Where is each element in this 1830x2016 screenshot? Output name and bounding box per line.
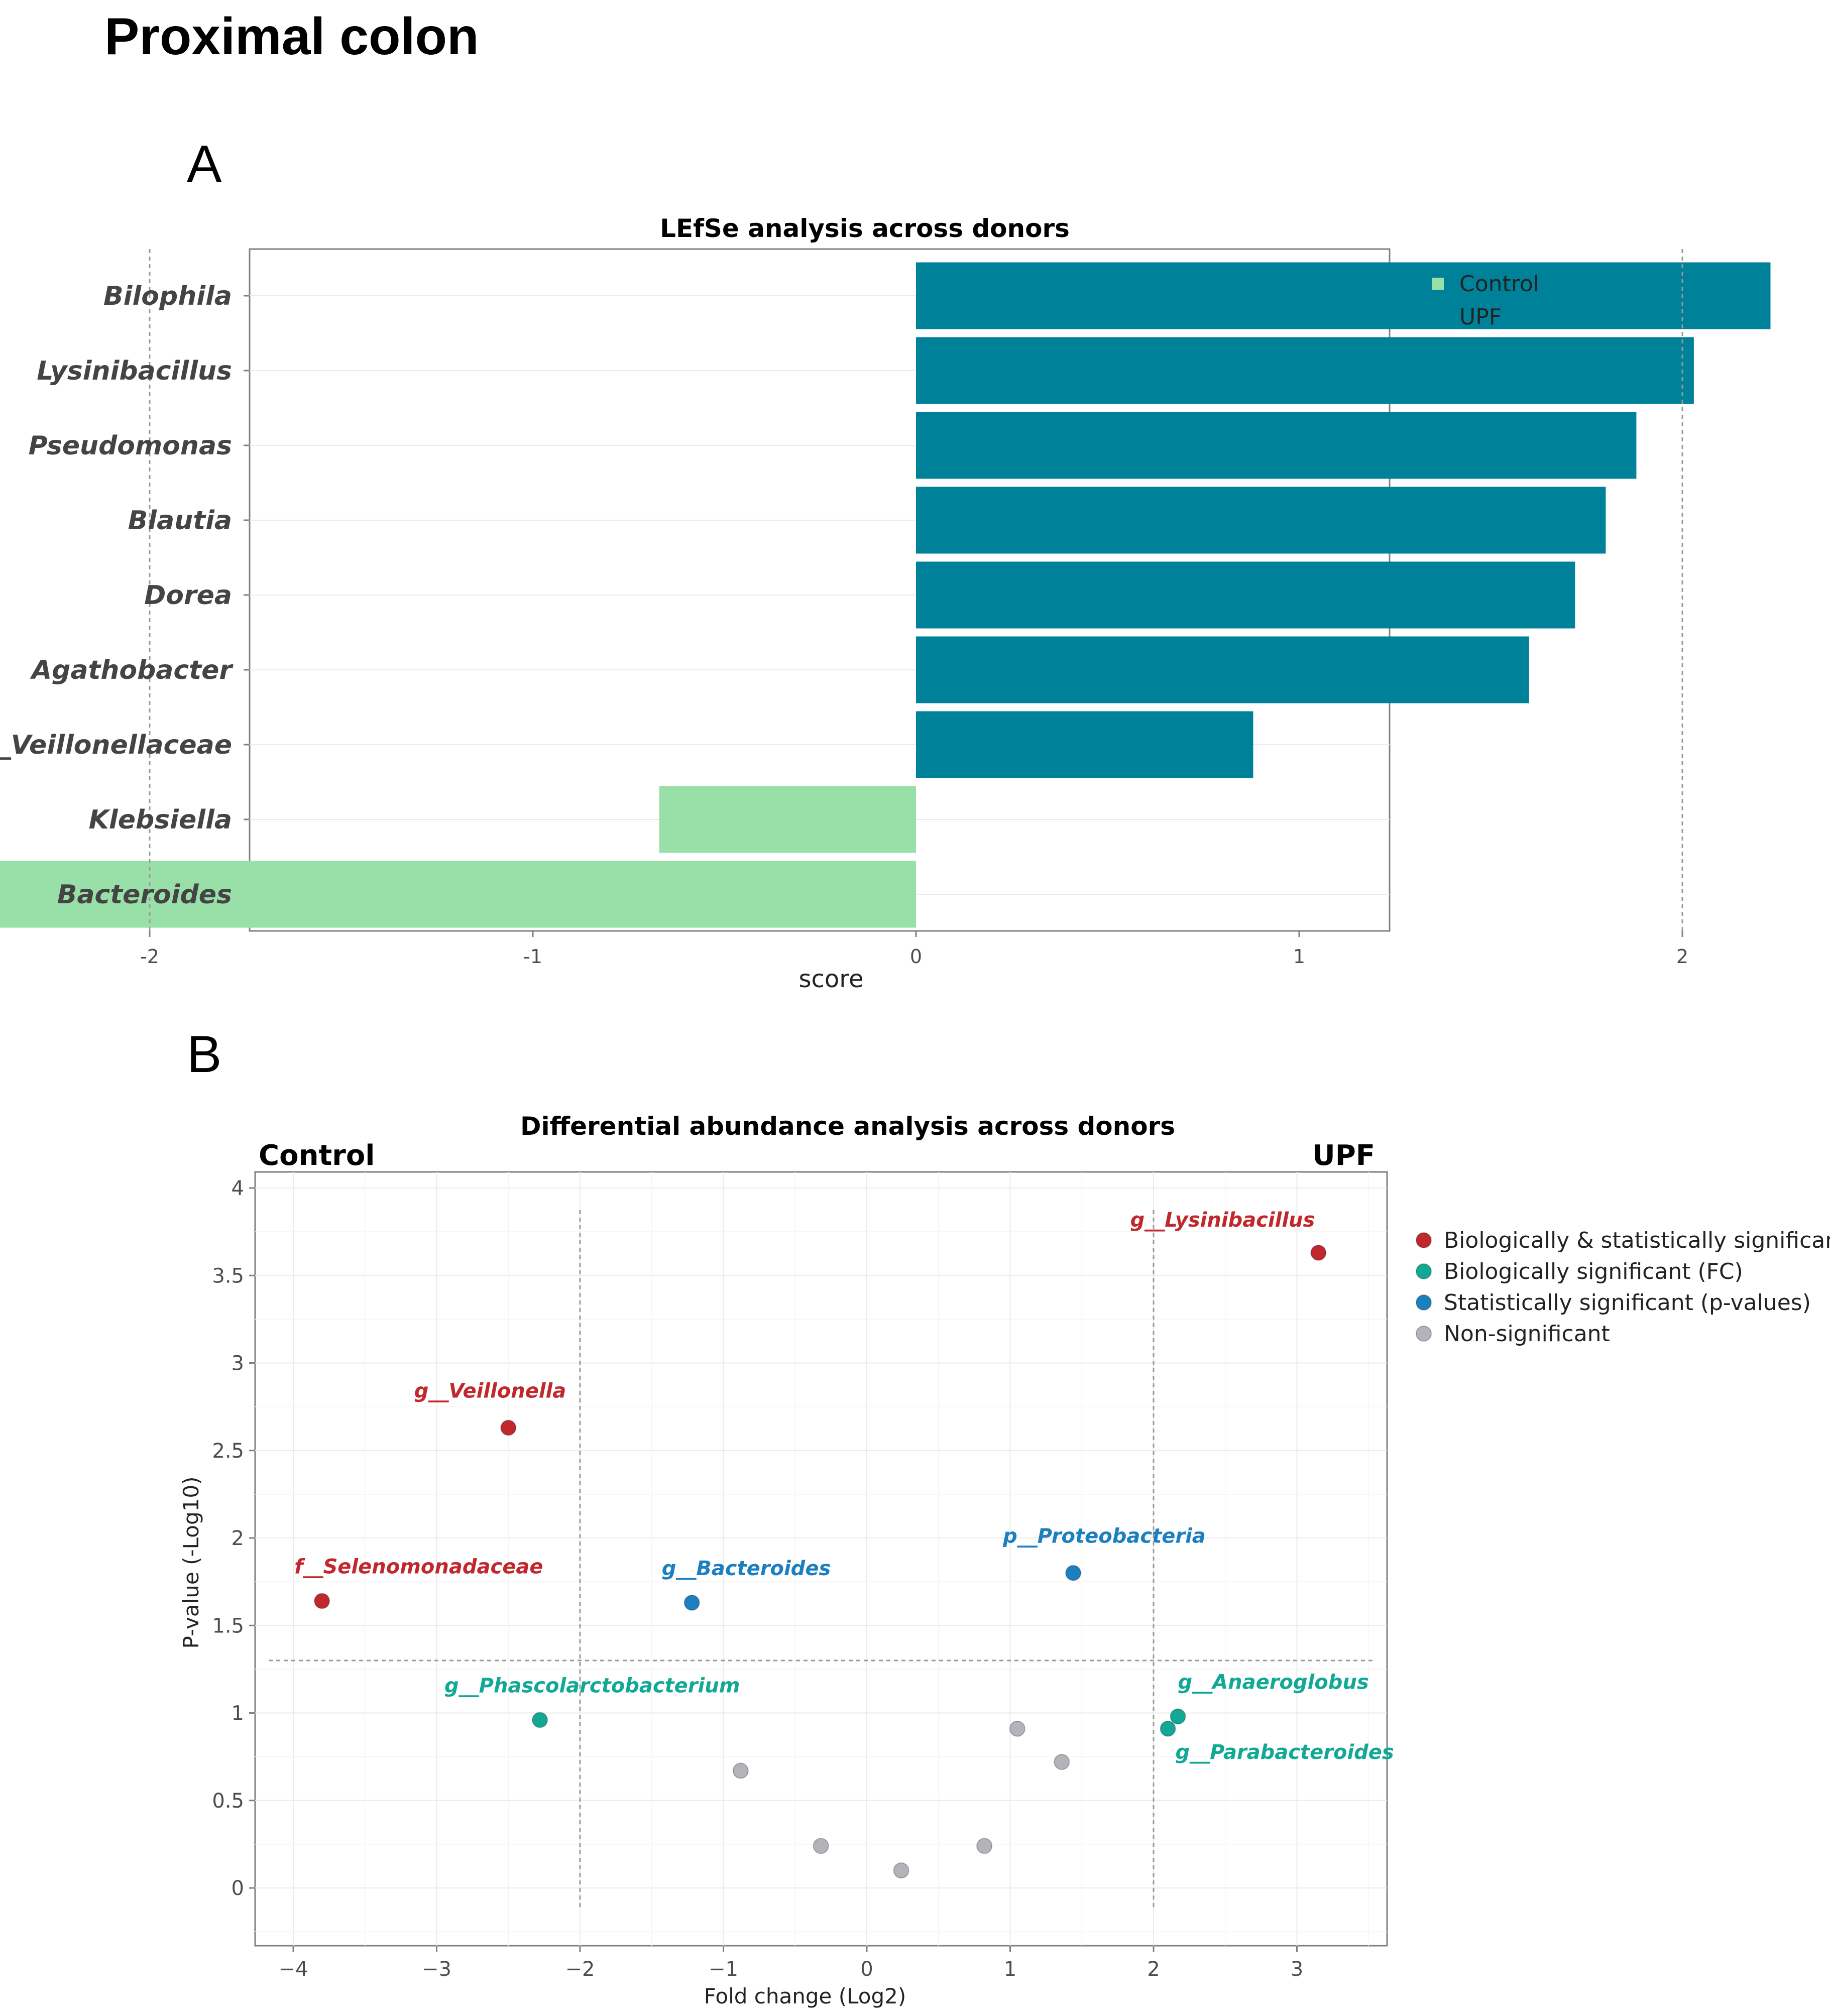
da-y-tick-label: 0: [232, 1877, 244, 1900]
lefse-x-tick-label: 2: [1676, 945, 1688, 968]
figure-title: Proximal colon: [104, 8, 479, 66]
panel-b-letter: B: [187, 1025, 221, 1084]
lefse-category-label-dorea: Dorea: [144, 580, 232, 611]
da-point-nonsig-11: [813, 1838, 829, 1854]
da-y-tick-label: 2.5: [212, 1440, 244, 1463]
da-y-tick-labels: 0 0.5 1 1.5 2 2.5 3 3.5 4: [212, 1177, 255, 1900]
lefse-legend-swatch-control: [1432, 278, 1444, 290]
da-side-label-upf: UPF: [1312, 1139, 1375, 1172]
da-y-tick-label: 4: [232, 1177, 244, 1200]
lefse-bar-lysinibacillus: [916, 337, 1694, 404]
da-point-label-g-phascolarctobacterium: g__Phascolarctobacterium: [444, 1674, 740, 1697]
panel-a-letter: A: [187, 135, 222, 193]
da-point-g-lysinibacillus: [1310, 1244, 1327, 1261]
lefse-category-label-blautia: Blautia: [128, 506, 232, 536]
da-point-f-selenomonadaceae: [314, 1593, 330, 1609]
da-x-tick-label: 3: [1291, 1958, 1303, 1981]
da-y-tick-label: 3: [232, 1352, 244, 1375]
lefse-category-label-agathobacter: Agathobacter: [30, 655, 234, 685]
lefse-bar-bilophila: [916, 262, 1771, 329]
da-legend-label-stat: Statistically significant (p-values): [1444, 1290, 1811, 1316]
lefse-legend-swatch-upf: [1432, 311, 1444, 323]
lefse-x-tick-label: 1: [1293, 945, 1305, 968]
da-point-label-g-veillonella: g__Veillonella: [414, 1379, 566, 1402]
da-point-g-veillonella: [500, 1419, 517, 1436]
lefse-bar-agathobacter: [916, 636, 1529, 703]
lefse-category-label-f-veillonellaceae: F_Veillonellaceae: [0, 730, 232, 760]
da-y-tick-label: 3.5: [212, 1264, 244, 1287]
da-point-nonsig-9: [1054, 1754, 1070, 1770]
lefse-legend: Control UPF: [1432, 271, 1539, 330]
da-x-tick-label: −4: [279, 1958, 308, 1981]
da-x-tick-label: 2: [1147, 1958, 1160, 1981]
da-legend: Biologically & statistically significant…: [1416, 1228, 1830, 1347]
da-point-labels: g__Lysinibacillus g__Veillonella f__Seleno…: [294, 1209, 1394, 1764]
da-x-tick-labels: −4 −3 −2 −1 0 1 2 3: [279, 1946, 1303, 1981]
lefse-reference-lines: [149, 249, 1683, 931]
da-x-tick-label: −3: [422, 1958, 451, 1981]
da-legend-label-bio: Biologically significant (FC): [1444, 1259, 1743, 1284]
lefse-bars: [0, 262, 1771, 928]
lefse-x-axis-title: score: [799, 965, 864, 993]
lefse-legend-label-upf: UPF: [1459, 304, 1502, 330]
da-chart-title: Differential abundance analysis across d…: [520, 1112, 1175, 1141]
lefse-category-label-bilophila: Bilophila: [103, 281, 232, 311]
da-x-tick-label: −1: [709, 1958, 738, 1981]
lefse-x-tick-label: 0: [910, 945, 922, 968]
lefse-category-label-bacteroides: Bacteroides: [57, 880, 232, 910]
da-point-label-g-bacteroides: g__Bacteroides: [662, 1557, 831, 1580]
da-point-label-f-selenomonadaceae: f__Selenomonadaceae: [294, 1555, 543, 1578]
da-point-label-p-proteobacteria: p__Proteobacteria: [1002, 1525, 1206, 1548]
da-point-g-phascolarctobacterium: [532, 1712, 548, 1728]
lefse-category-labels: Bilophila Lysinibacillus Pseudomonas Blauti…: [0, 281, 234, 910]
lefse-legend-label-control: Control: [1459, 271, 1539, 297]
lefse-category-label-pseudomonas: Pseudomonas: [29, 431, 232, 461]
lefse-bar-blautia: [916, 487, 1606, 554]
lefse-x-tick-label: -2: [140, 945, 159, 968]
da-plot-panel: [254, 1171, 1388, 1947]
da-legend-label-nonsig: Non-significant: [1444, 1321, 1610, 1347]
da-legend-swatch-bio: [1416, 1263, 1432, 1279]
lefse-x-tick-label: -1: [523, 945, 542, 968]
da-point-label-g-lysinibacillus: g__Lysinibacillus: [1130, 1209, 1315, 1232]
da-point-label-g-anaeroglobus: g__Anaeroglobus: [1178, 1671, 1369, 1694]
da-y-tick-label: 2: [232, 1527, 244, 1550]
da-point-g-bacteroides: [683, 1594, 700, 1611]
lefse-bar-klebsiella: [659, 786, 916, 853]
lefse-bar-pseudomonas: [916, 412, 1637, 479]
da-x-tick-label: −2: [565, 1958, 595, 1981]
da-x-tick-label: 0: [860, 1958, 873, 1981]
da-point-p-proteobacteria: [1065, 1565, 1082, 1581]
da-x-axis-title: Fold change (Log2): [704, 1984, 906, 2008]
da-points: [314, 1244, 1327, 1879]
da-point-nonsig-8: [1009, 1720, 1025, 1737]
lefse-category-label-lysinibacillus: Lysinibacillus: [37, 356, 232, 386]
da-point-g-anaeroglobus: [1170, 1708, 1186, 1725]
da-reference-lines: [269, 1210, 1374, 1908]
differential-abundance-chart: Differential abundance analysis across d…: [179, 1112, 1830, 2008]
da-y-tick-label: 0.5: [212, 1790, 244, 1813]
da-point-g-parabacteroides: [1160, 1720, 1176, 1737]
da-point-nonsig-12: [976, 1838, 993, 1854]
lefse-bar-dorea: [916, 561, 1575, 629]
da-legend-swatch-bio-stat: [1416, 1232, 1432, 1248]
da-point-nonsig-13: [893, 1862, 909, 1879]
lefse-chart-title: LEfSe analysis across donors: [660, 214, 1070, 243]
da-point-label-g-parabacteroides: g__Parabacteroides: [1176, 1741, 1394, 1764]
da-legend-swatch-stat: [1416, 1294, 1432, 1311]
da-y-axis-title: P-value (-Log10): [179, 1477, 203, 1649]
da-y-tick-label: 1: [232, 1702, 244, 1725]
da-point-nonsig-10: [732, 1762, 749, 1779]
da-x-tick-label: 1: [1004, 1958, 1016, 1981]
da-legend-label-bio-stat: Biologically & statistically significant: [1444, 1228, 1830, 1253]
lefse-bar-bacteroides: [0, 861, 917, 928]
lefse-bar-f-veillonellaceae: [916, 711, 1253, 778]
da-y-tick-label: 1.5: [212, 1614, 244, 1637]
da-legend-swatch-nonsig: [1416, 1326, 1432, 1342]
lefse-bar-chart: LEfSe analysis across donors Bilophila Ly…: [0, 214, 1771, 993]
da-side-label-control: Control: [259, 1139, 375, 1172]
lefse-category-label-klebsiella: Klebsiella: [89, 805, 232, 835]
